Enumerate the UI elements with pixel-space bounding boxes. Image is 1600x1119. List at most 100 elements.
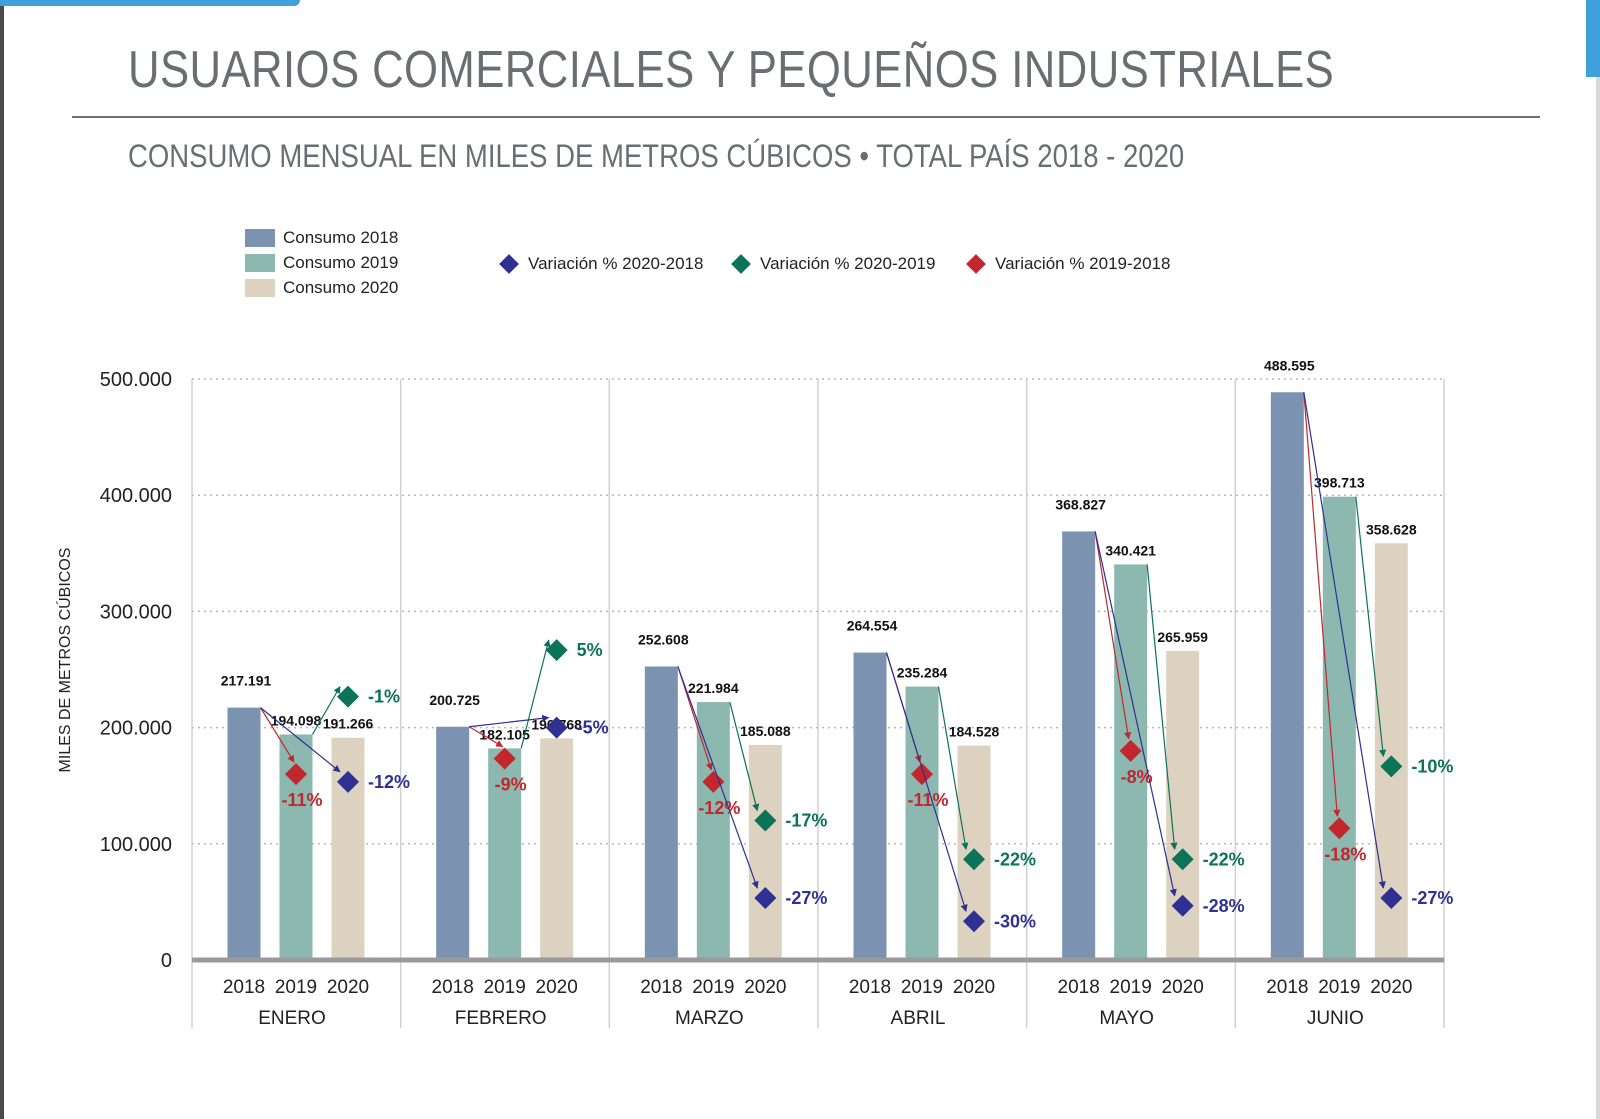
legend-item-var-2019-2018: Variación % 2019-2018: [965, 254, 1170, 274]
arrow-var-2020-2018: [1303, 392, 1386, 889]
x-tick-label: 2018: [1266, 977, 1308, 998]
pct-label-2020-2018: -27%: [1411, 888, 1453, 908]
marker-var-2019-2018: [1328, 817, 1351, 840]
legend-label-2019: Consumo 2019: [283, 253, 399, 272]
value-label: 185.088: [740, 723, 791, 739]
legend-label-2020: Consumo 2020: [283, 278, 399, 297]
value-label: 235.284: [897, 665, 948, 681]
arrow-var-2019-2018: [1303, 392, 1341, 818]
value-label: 182.105: [479, 726, 530, 742]
month-label: ENERO: [258, 1008, 326, 1029]
marker-var-2020-2018: [754, 887, 777, 910]
arrow-var-2020-2019: [729, 701, 760, 812]
value-label: 264.554: [847, 618, 898, 634]
y-tick-label: 300.000: [100, 601, 172, 623]
bar-mayo-2019: [1114, 564, 1148, 960]
value-label: 488.595: [1264, 357, 1315, 373]
marker-var-2020-2019: [963, 848, 985, 871]
pct-label-2019-2018: -18%: [1324, 844, 1366, 864]
header-accent-bar: [1586, 0, 1600, 77]
arrow-var-2020-2018: [677, 666, 759, 889]
marker-var-2020-2019: [1171, 848, 1194, 871]
value-label: 340.421: [1105, 542, 1156, 558]
legend-label-2018: Consumo 2018: [283, 228, 399, 247]
month-label: FEBRERO: [455, 1008, 547, 1029]
bar-marzo-2019: [696, 702, 730, 960]
x-tick-label: 2018: [432, 977, 474, 998]
marker-var-2019-2018: [911, 763, 933, 786]
marker-var-2020-2018: [545, 716, 568, 739]
pct-label-2020-2019: -22%: [994, 849, 1036, 869]
marker-var-2019-2018: [1119, 739, 1142, 762]
pct-label-2020-2019: -22%: [1203, 849, 1245, 869]
page-subtitle: CONSUMO MENSUAL EN MILES DE METROS CÚBIC…: [128, 138, 1185, 174]
value-label: 200.725: [429, 692, 480, 708]
marker-var-2020-2018: [963, 910, 985, 933]
arrow-var-2019-2018: [259, 707, 295, 763]
bar-mayo-2018: [1062, 531, 1096, 960]
bar-junio-2018: [1270, 392, 1304, 960]
value-label: 252.608: [638, 631, 689, 647]
arrow-var-2020-2019: [937, 686, 969, 851]
y-tick-label: 0: [161, 950, 172, 972]
value-label: 191.266: [323, 716, 374, 732]
marker-var-2019-2018: [285, 763, 307, 786]
x-tick-label: 2018: [223, 977, 265, 998]
marker-var-2020-2019: [337, 685, 359, 708]
pct-label-2019-2018: -12%: [698, 798, 740, 818]
pct-label-2020-2018: -30%: [994, 911, 1036, 931]
marker-var-2020-2019: [754, 809, 777, 832]
pct-label-2020-2019: -1%: [368, 687, 400, 707]
legend-item-consumo-2020: Consumo 2020: [245, 278, 398, 298]
marker-var-2019-2018: [702, 770, 725, 793]
pct-label-2019-2018: -8%: [1121, 767, 1153, 787]
x-tick-label: 2020: [744, 977, 786, 998]
bar-marzo-2018: [644, 666, 678, 960]
arrow-var-2020-2018: [469, 714, 550, 728]
legend-label-var-2019-2018: Variación % 2019-2018: [995, 254, 1171, 273]
legend-item-consumo-2019: Consumo 2019: [245, 253, 398, 273]
x-tick-label: 2019: [1318, 977, 1360, 998]
pct-label-2019-2018: -11%: [281, 790, 322, 810]
y-tick-label: 200.000: [100, 718, 172, 740]
y-tick-label: 100.000: [100, 834, 172, 856]
title-divider: [72, 116, 1540, 118]
pct-label-2019-2018: -9%: [495, 775, 527, 795]
value-label: 184.528: [949, 724, 1000, 740]
pct-label-2020-2018: -12%: [368, 772, 410, 792]
pct-label-2020-2018: -5%: [577, 718, 609, 738]
page-right-border: [1596, 77, 1600, 1119]
month-label: MARZO: [675, 1008, 744, 1029]
value-label: 194.098: [271, 712, 322, 728]
page-left-border: [0, 0, 4, 1119]
bar-abril-2018: [853, 652, 887, 960]
arrow-var-2020-2019: [311, 685, 341, 735]
x-tick-label: 2019: [692, 977, 734, 998]
x-tick-label: 2019: [1110, 977, 1152, 998]
arrow-var-2020-2019: [520, 639, 551, 749]
arrow-var-2019-2018: [1094, 531, 1132, 740]
legend-swatch-2018: [245, 229, 275, 247]
legend-label-var-2020-2018: Variación % 2020-2018: [528, 254, 704, 273]
y-tick-label: 500.000: [100, 369, 172, 391]
month-label: MAYO: [1099, 1008, 1154, 1029]
y-tick-label: 400.000: [100, 485, 172, 507]
arrow-var-2020-2018: [1094, 531, 1177, 897]
legend-item-var-2020-2018: Variación % 2020-2018: [498, 254, 703, 274]
value-label: 368.827: [1055, 496, 1106, 512]
x-tick-label: 2018: [640, 977, 682, 998]
bar-febrero-2019: [488, 748, 522, 960]
month-label: ABRIL: [891, 1008, 946, 1029]
bar-junio-2019: [1322, 496, 1356, 960]
x-tick-label: 2020: [1370, 977, 1412, 998]
legend-item-var-2020-2019: Variación % 2020-2019: [730, 254, 935, 274]
arrow-var-2020-2018: [885, 652, 968, 912]
x-tick-label: 2020: [953, 977, 995, 998]
x-tick-label: 2020: [1162, 977, 1204, 998]
x-tick-label: 2020: [536, 977, 578, 998]
pct-label-2020-2018: -28%: [1203, 896, 1245, 916]
x-tick-label: 2018: [1058, 977, 1100, 998]
value-label: 358.628: [1366, 521, 1417, 537]
x-tick-label: 2018: [849, 977, 891, 998]
